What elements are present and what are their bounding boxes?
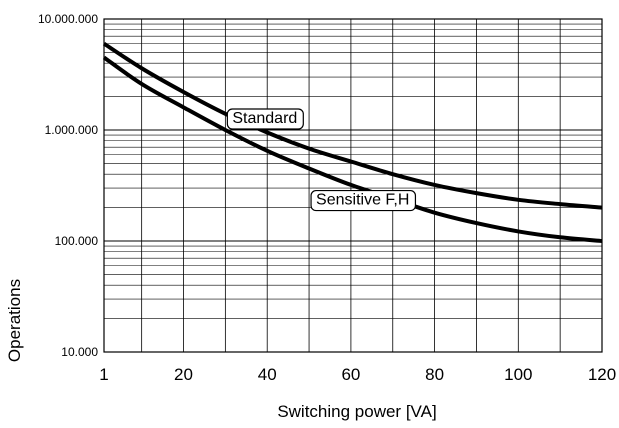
series-label-text: Standard — [232, 110, 297, 127]
x-tick-label: 120 — [588, 365, 616, 384]
plot-frame — [103, 18, 603, 353]
x-tick-label: 20 — [174, 365, 193, 384]
y-axis-title: Operations — [5, 279, 24, 362]
series-line-sensitive-f-h — [102, 55, 603, 243]
x-tick-labels: 1 20 40 60 80 100 120 — [99, 365, 616, 384]
y-tick-label: 10.000 — [61, 345, 98, 359]
y-tick-label: 100.000 — [55, 234, 99, 248]
annotations: Standard Sensitive F,H — [226, 108, 417, 212]
series-line-standard — [102, 41, 603, 210]
x-tick-label: 40 — [258, 365, 277, 384]
x-axis-title: Switching power [VA] — [277, 402, 436, 421]
series-label-text: Sensitive F,H — [316, 192, 409, 209]
grid-lines — [104, 19, 602, 352]
x-tick-label: 1 — [99, 365, 108, 384]
x-tick-label: 100 — [504, 365, 532, 384]
series-label-sensitive-f-h: Sensitive F,H — [310, 189, 417, 212]
y-tick-labels: 10.000 100.000 1.000.000 10.000.000 — [38, 12, 98, 359]
y-tick-label: 1.000.000 — [45, 123, 99, 137]
series-label-box — [226, 108, 304, 130]
x-tick-label: 60 — [341, 365, 360, 384]
y-tick-label: 10.000.000 — [38, 12, 98, 26]
series-layer — [102, 41, 603, 243]
series-label-box — [310, 189, 417, 212]
x-tick-label: 80 — [425, 365, 444, 384]
series-label-standard: Standard — [226, 108, 304, 130]
